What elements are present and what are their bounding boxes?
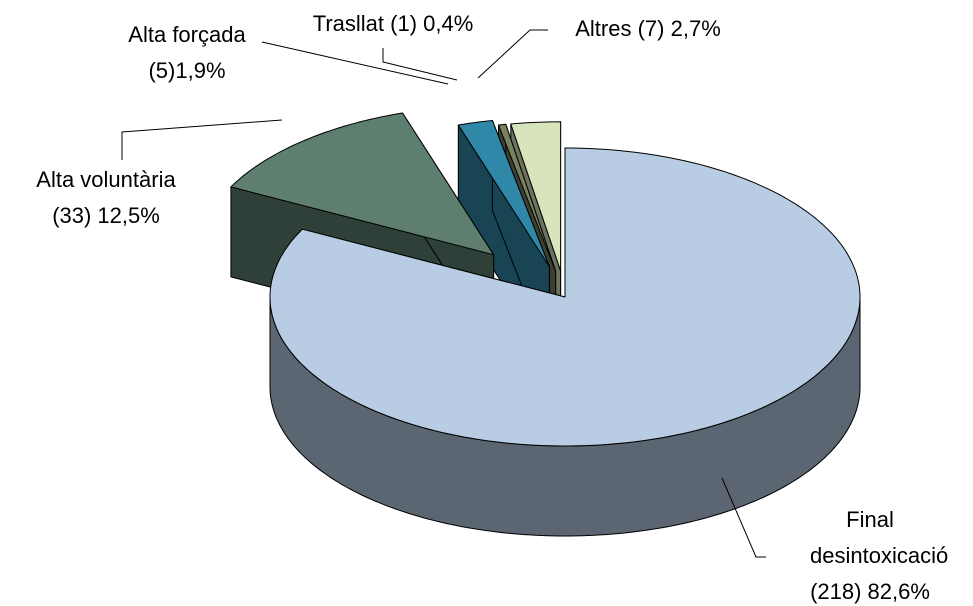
slice-label: Alta voluntària (33) 12,5% xyxy=(0,162,212,234)
value-label: (7) 2,7% xyxy=(637,16,721,41)
value-label: (1) 0,4% xyxy=(390,11,474,36)
leader-line xyxy=(382,48,458,81)
value-label: (5)1,9% xyxy=(148,58,226,83)
slice xyxy=(457,120,550,268)
leader-line xyxy=(721,477,766,558)
leader-line xyxy=(477,29,548,79)
category-label: Alta forçada xyxy=(128,22,246,47)
category-label: Final desintoxicació xyxy=(810,507,949,568)
leader-line xyxy=(121,119,283,160)
slice xyxy=(230,112,495,256)
slice xyxy=(498,123,557,272)
leader-lines xyxy=(121,29,766,558)
slice-label: Altres (7) 2,7% xyxy=(548,11,748,47)
slice-label: Alta forçada (5)1,9% xyxy=(90,17,284,89)
slices xyxy=(230,112,861,537)
slice-label: Final desintoxicació (218) 82,6% xyxy=(770,502,970,606)
slice xyxy=(269,147,861,447)
category-label: Altres xyxy=(575,16,632,41)
category-label: Alta voluntària xyxy=(36,167,176,192)
slice xyxy=(510,121,562,272)
leader-line xyxy=(261,41,449,85)
value-label: (218) 82,6% xyxy=(810,579,930,604)
slice-label: Trasllat (1) 0,4% xyxy=(280,6,506,42)
category-label: Trasllat xyxy=(312,11,385,36)
value-label: (33) 12,5% xyxy=(52,203,160,228)
